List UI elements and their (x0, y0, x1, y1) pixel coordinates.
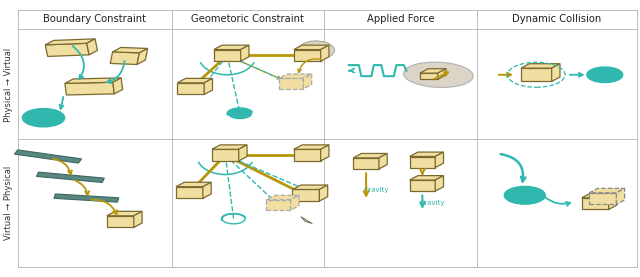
Polygon shape (292, 185, 328, 189)
Polygon shape (435, 176, 444, 191)
Polygon shape (291, 195, 299, 210)
Polygon shape (292, 189, 319, 201)
Polygon shape (521, 64, 560, 68)
Polygon shape (609, 193, 617, 209)
Polygon shape (410, 157, 435, 168)
Polygon shape (177, 83, 204, 94)
Text: Virtual → Physical: Virtual → Physical (4, 166, 13, 240)
Text: Applied Force: Applied Force (367, 14, 435, 24)
Circle shape (228, 109, 252, 119)
Polygon shape (321, 145, 329, 161)
Text: Boundary Constraint: Boundary Constraint (44, 14, 146, 24)
Text: Physical → Virtual: Physical → Virtual (4, 47, 13, 122)
Polygon shape (176, 182, 211, 187)
Polygon shape (279, 74, 312, 78)
Polygon shape (176, 187, 203, 198)
Polygon shape (137, 48, 148, 65)
Polygon shape (353, 153, 387, 158)
Polygon shape (521, 68, 552, 81)
Polygon shape (107, 216, 134, 227)
Polygon shape (301, 217, 312, 224)
Polygon shape (214, 50, 241, 61)
Polygon shape (54, 194, 119, 202)
Polygon shape (294, 50, 321, 61)
Polygon shape (303, 74, 312, 89)
Ellipse shape (299, 41, 335, 59)
Polygon shape (319, 185, 328, 201)
Polygon shape (36, 172, 104, 183)
Text: Gravity: Gravity (420, 200, 445, 206)
Polygon shape (410, 176, 444, 180)
Polygon shape (379, 153, 387, 169)
Polygon shape (107, 211, 142, 216)
Polygon shape (353, 158, 379, 169)
Polygon shape (113, 47, 148, 53)
Polygon shape (294, 45, 329, 50)
Text: Geometoric Constraint: Geometoric Constraint (191, 14, 304, 24)
Polygon shape (321, 45, 329, 61)
Polygon shape (212, 149, 239, 161)
Circle shape (587, 67, 623, 83)
Polygon shape (552, 64, 560, 81)
Text: Gravity: Gravity (364, 187, 389, 193)
Polygon shape (15, 150, 81, 163)
Polygon shape (410, 152, 444, 157)
Polygon shape (294, 149, 321, 161)
Polygon shape (65, 78, 121, 83)
Polygon shape (582, 198, 609, 209)
Polygon shape (204, 78, 212, 94)
Polygon shape (177, 78, 212, 83)
Polygon shape (45, 39, 95, 45)
Polygon shape (212, 145, 247, 149)
Polygon shape (294, 145, 329, 149)
Polygon shape (582, 193, 617, 198)
Circle shape (504, 186, 545, 204)
Polygon shape (214, 45, 249, 50)
Polygon shape (589, 193, 616, 204)
Text: Dynamic Collision: Dynamic Collision (512, 14, 602, 24)
Ellipse shape (404, 62, 473, 88)
Polygon shape (420, 69, 446, 73)
Polygon shape (266, 195, 299, 200)
Polygon shape (589, 188, 625, 193)
Polygon shape (266, 200, 291, 210)
Polygon shape (241, 45, 249, 61)
Polygon shape (65, 82, 115, 95)
Polygon shape (87, 39, 97, 55)
Polygon shape (435, 152, 444, 168)
Polygon shape (438, 69, 446, 79)
Polygon shape (616, 188, 625, 204)
Polygon shape (134, 211, 142, 227)
Polygon shape (110, 52, 140, 65)
Polygon shape (279, 78, 303, 89)
Circle shape (22, 109, 65, 127)
Polygon shape (420, 73, 438, 79)
Polygon shape (113, 78, 123, 94)
Polygon shape (410, 180, 435, 191)
Polygon shape (203, 182, 211, 198)
Polygon shape (45, 43, 89, 57)
Polygon shape (239, 145, 247, 161)
